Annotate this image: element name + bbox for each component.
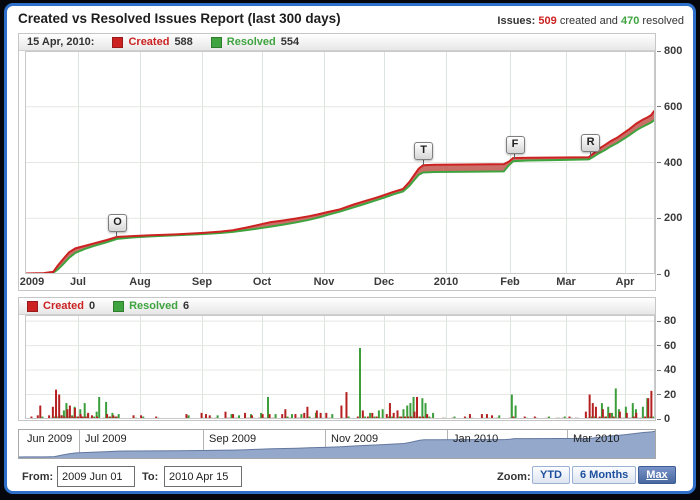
x-axis-label: Feb xyxy=(500,276,520,288)
event-flag-stem xyxy=(589,150,591,158)
x-axis-label: Apr xyxy=(615,276,635,288)
x-axis-label: Dec xyxy=(373,276,395,288)
resolved-legend-value: 554 xyxy=(280,36,300,48)
y-axis-tick: 600 xyxy=(657,101,682,113)
daily-chart-legend: Created 0 Resolved 6 xyxy=(19,298,655,315)
y-axis-tick: 0 xyxy=(657,268,670,280)
navigator-label: Sep 2009 xyxy=(209,433,257,445)
daily-plot-area[interactable] xyxy=(25,315,655,419)
navigator-label: Mar 2010 xyxy=(573,433,620,445)
zoom-ytd-button[interactable]: YTD xyxy=(532,466,570,484)
created-legend-value: 0 xyxy=(88,300,96,312)
event-flag-R[interactable]: R xyxy=(581,134,601,153)
y-axis-tick: 80 xyxy=(657,315,676,327)
resolved-swatch-icon xyxy=(210,36,222,48)
zoom-6months-button[interactable]: 6 Months xyxy=(572,466,637,484)
navigator-label: Jul 2009 xyxy=(85,433,127,445)
event-flag-T[interactable]: T xyxy=(414,141,434,160)
y-axis-tick: 60 xyxy=(657,340,676,352)
y-axis-tick: 40 xyxy=(657,364,676,376)
created-legend-label: Created xyxy=(128,36,170,48)
y-axis-tick: 20 xyxy=(657,389,676,401)
to-label: To: xyxy=(142,471,159,483)
issues-created-word: created and xyxy=(559,15,618,27)
event-flag-stem xyxy=(422,157,424,165)
main-chart-legend: 15 Apr, 2010: Created 588 Resolved 554 xyxy=(19,34,655,51)
event-flag-O[interactable]: O xyxy=(107,213,127,232)
zoom-button-group: YTD 6 Months Max xyxy=(532,466,676,484)
issues-resolved-count: 470 xyxy=(621,15,640,27)
issues-resolved-word: resolved xyxy=(642,15,684,27)
main-chart: 15 Apr, 2010: Created 588 Resolved 554 xyxy=(18,33,656,291)
x-axis-label: Jul xyxy=(70,276,86,288)
navigator-label: Jan 2010 xyxy=(453,433,499,445)
resolved-legend-label: Resolved xyxy=(226,36,276,48)
navigator-label: Jun 2009 xyxy=(27,433,73,445)
y-axis-tick: 200 xyxy=(657,212,682,224)
created-legend-label: Created xyxy=(43,300,84,312)
to-date-input[interactable] xyxy=(164,466,242,487)
issues-created-count: 509 xyxy=(538,15,557,27)
page-title: Created vs Resolved Issues Report (last … xyxy=(18,11,341,26)
range-navigator[interactable]: Jun 2009 Jul 2009 Sep 2009 Nov 2009 Jan 2010… xyxy=(18,429,656,459)
daily-chart: Created 0 Resolved 6 xyxy=(18,297,656,421)
issues-summary-label: Issues: xyxy=(497,15,536,27)
x-axis-label: Nov xyxy=(313,276,335,288)
zoom-max-button[interactable]: Max xyxy=(638,466,676,484)
from-label: From: xyxy=(22,471,54,483)
event-flag-stem xyxy=(514,151,515,159)
from-date-input[interactable] xyxy=(57,466,135,487)
legend-date: 15 Apr, 2010: xyxy=(27,36,95,48)
resolved-legend-label: Resolved xyxy=(129,300,179,312)
y-axis-tick: 0 xyxy=(657,413,670,425)
x-axis-label: 2009 xyxy=(19,276,45,288)
zoom-label: Zoom: xyxy=(497,471,531,483)
y-axis-tick: 400 xyxy=(657,157,682,169)
navigator-label: Nov 2009 xyxy=(331,433,379,445)
resolved-legend-value: 6 xyxy=(183,300,190,312)
resolved-swatch-icon xyxy=(113,300,125,312)
event-flag-stem xyxy=(116,229,118,237)
navigator-area[interactable] xyxy=(19,430,655,458)
x-axis-label: Aug xyxy=(129,276,151,288)
y-axis-tick: 800 xyxy=(657,45,682,57)
x-axis-label: Oct xyxy=(252,276,272,288)
created-swatch-icon xyxy=(27,300,38,312)
event-flag-F[interactable]: F xyxy=(505,135,525,154)
x-axis-label: 2010 xyxy=(433,276,459,288)
x-axis-label: Sep xyxy=(191,276,213,288)
created-swatch-icon xyxy=(112,36,124,48)
main-plot-area[interactable] xyxy=(25,51,655,274)
issues-summary: Issues: 509 created and 470 resolved xyxy=(497,15,684,27)
x-axis-label: Mar xyxy=(556,276,576,288)
created-legend-value: 588 xyxy=(174,36,193,48)
